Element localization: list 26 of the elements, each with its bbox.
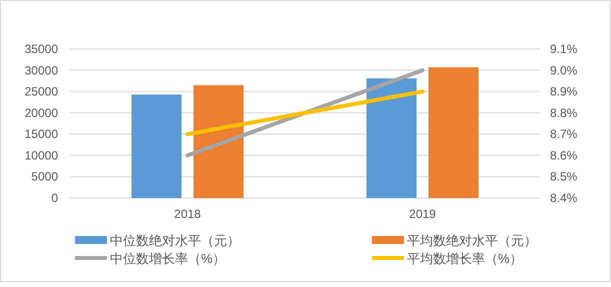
y2-tick-label: 8.4% — [550, 191, 578, 205]
legend-label: 平均数绝对水平（元） — [407, 233, 537, 248]
y2-tick-label: 8.5% — [550, 170, 578, 184]
y2-tick-label: 8.8% — [550, 106, 578, 120]
y-tick-label: 35000 — [24, 42, 58, 56]
y-tick-label: 20000 — [24, 106, 58, 120]
bar — [194, 85, 244, 198]
legend-label: 平均数增长率（%） — [407, 251, 523, 266]
bar — [428, 67, 478, 198]
y-tick-label: 25000 — [24, 84, 58, 99]
bar — [132, 94, 182, 198]
y2-tick-label: 8.7% — [550, 127, 578, 142]
y-tick-label: 5000 — [31, 170, 58, 184]
y-tick-label: 30000 — [24, 63, 58, 78]
y-tick-label: 10000 — [24, 148, 58, 162]
y2-tick-label: 8.9% — [550, 84, 578, 99]
y-tick-label: 15000 — [24, 127, 58, 142]
y2-tick-label: 8.6% — [550, 148, 578, 162]
y2-tick-label: 9.1% — [550, 42, 578, 56]
legend-label: 中位数增长率（%） — [110, 251, 226, 266]
y2-tick-label: 9.0% — [550, 63, 578, 78]
legend-label: 中位数绝对水平（元） — [110, 233, 240, 248]
y-tick-label: 0 — [51, 191, 58, 205]
x-tick-label: 2019 — [409, 207, 436, 221]
x-tick-label: 2018 — [174, 207, 202, 221]
bar — [366, 78, 416, 198]
